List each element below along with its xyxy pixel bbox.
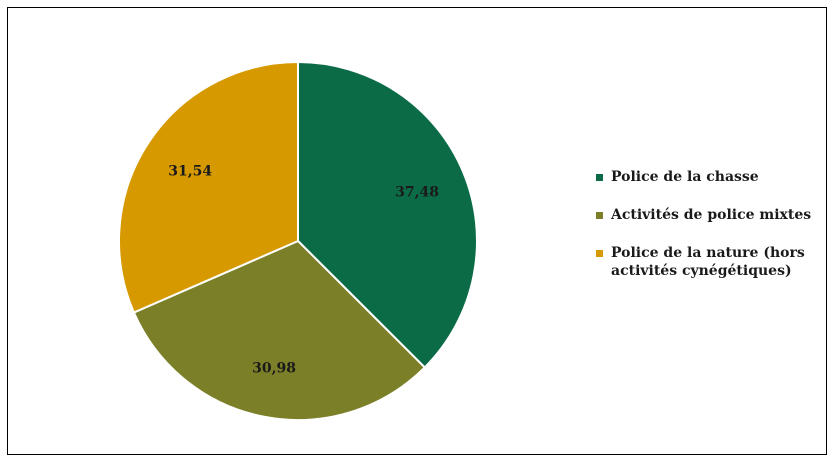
legend-label: Activités de police mixtes <box>611 207 812 223</box>
legend-label: Police de la nature (hors activités cyné… <box>611 245 805 279</box>
slice-police-mixtes <box>132 239 427 421</box>
legend-swatch <box>596 212 603 219</box>
legend-item-police-mixtes: Activités de police mixtes <box>596 206 832 224</box>
data-label: 30,98 <box>252 361 296 377</box>
data-label: 37,48 <box>395 185 439 201</box>
legend-swatch <box>596 174 603 181</box>
legend-item-police-chasse: Police de la chasse <box>596 168 832 186</box>
legend-item-police-nature: Police de la nature (hors activités cyné… <box>596 244 832 280</box>
slice-police-chasse <box>297 60 478 369</box>
legend-label: Police de la chasse <box>611 169 759 185</box>
legend: Police de la chasse Activités de police … <box>596 168 832 300</box>
data-label: 31,54 <box>168 163 212 179</box>
legend-swatch <box>596 250 603 257</box>
slice-police-nature <box>118 60 299 314</box>
